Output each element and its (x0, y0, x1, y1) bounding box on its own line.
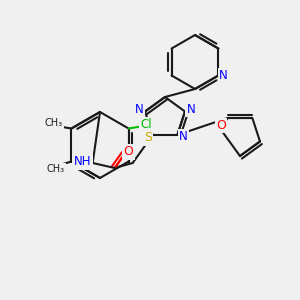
Text: NH: NH (74, 155, 92, 169)
Text: N: N (219, 69, 228, 82)
Text: O: O (124, 146, 134, 158)
Text: N: N (179, 130, 188, 143)
Text: O: O (216, 119, 226, 132)
Text: N: N (187, 103, 195, 116)
Text: CH₃: CH₃ (46, 164, 64, 175)
Text: S: S (144, 131, 152, 145)
Text: N: N (135, 103, 143, 116)
Text: CH₃: CH₃ (44, 118, 62, 128)
Text: Cl: Cl (141, 118, 152, 131)
